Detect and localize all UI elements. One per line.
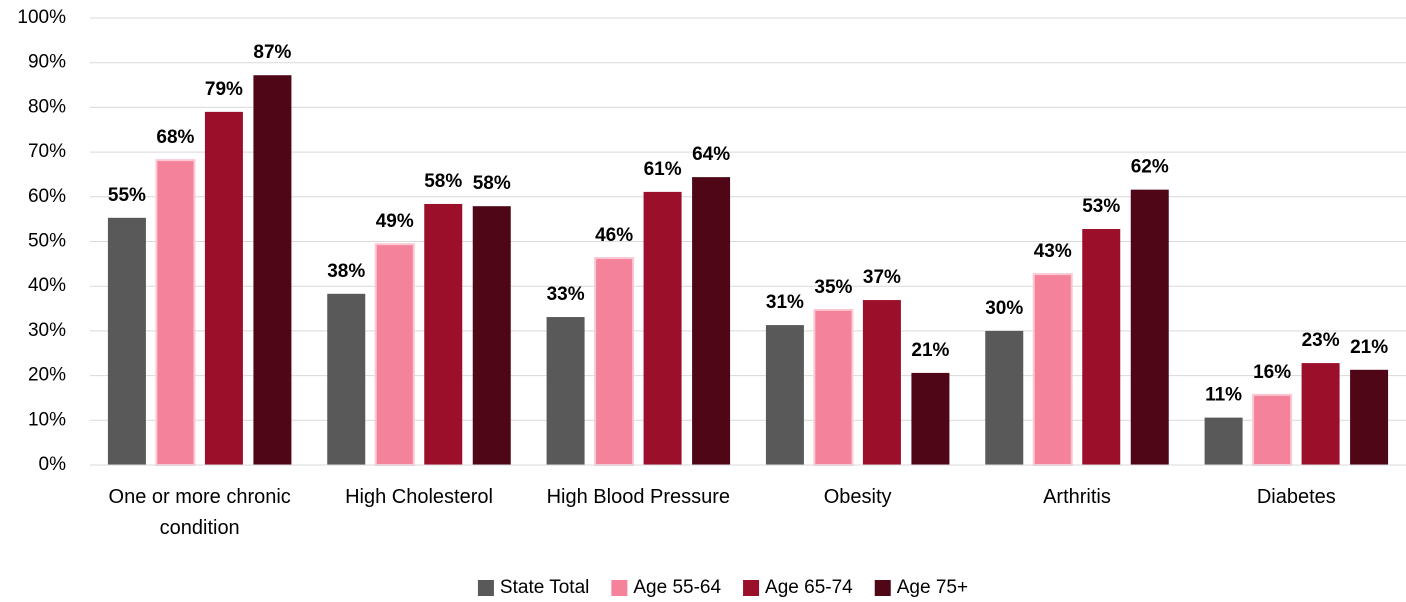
- y-tick-label: 30%: [28, 320, 66, 341]
- bar: [1350, 369, 1389, 465]
- x-tick-label: High Blood Pressure: [546, 486, 731, 508]
- y-tick-label: 60%: [28, 186, 66, 207]
- bar: [1130, 189, 1169, 465]
- bar: [253, 75, 292, 465]
- bar: [594, 257, 635, 466]
- data-label: 31%: [766, 292, 804, 313]
- bar: [862, 300, 901, 465]
- data-label: 43%: [1034, 241, 1072, 262]
- bar: [472, 206, 511, 465]
- y-tick-label: 80%: [28, 96, 66, 117]
- legend-label: Age 55-64: [633, 577, 721, 598]
- data-label: 35%: [814, 277, 852, 298]
- data-label: 58%: [424, 171, 462, 192]
- legend-label: State Total: [500, 577, 589, 598]
- data-label: 87%: [253, 42, 291, 63]
- bar: [1032, 273, 1073, 467]
- data-label: 16%: [1253, 362, 1291, 383]
- bar: [546, 317, 585, 465]
- data-label: 68%: [156, 127, 194, 148]
- legend-swatch: [611, 580, 628, 596]
- bar: [424, 203, 463, 465]
- y-tick-label: 20%: [28, 365, 66, 386]
- bar: [327, 293, 366, 465]
- y-tick-label: 40%: [28, 275, 66, 296]
- data-label: 30%: [985, 298, 1023, 319]
- bar: [204, 111, 243, 466]
- data-label: 62%: [1131, 157, 1169, 178]
- bar: [155, 159, 196, 466]
- data-label: 55%: [108, 185, 146, 206]
- data-label: 64%: [692, 144, 730, 165]
- bar: [692, 177, 731, 465]
- bar: [911, 372, 950, 465]
- data-label: 53%: [1082, 196, 1120, 217]
- y-tick-label: 0%: [39, 454, 67, 475]
- x-tick-label: Obesity: [823, 486, 892, 508]
- x-tick-label: Diabetes: [1256, 486, 1336, 508]
- data-label: 21%: [911, 340, 949, 361]
- legend-label: Age 75+: [897, 577, 968, 598]
- data-label: 61%: [644, 159, 682, 180]
- data-label: 37%: [863, 267, 901, 288]
- data-label: 33%: [547, 284, 585, 305]
- bar: [813, 308, 854, 466]
- data-label: 79%: [205, 79, 243, 100]
- data-label: 23%: [1302, 330, 1340, 351]
- bar: [643, 191, 682, 465]
- data-label: 58%: [473, 173, 511, 194]
- bar: [985, 330, 1024, 465]
- x-tick-label: One or more chronic condition: [108, 486, 291, 539]
- y-tick-label: 70%: [28, 141, 66, 162]
- bar: [374, 243, 415, 466]
- legend-label: Age 65-74: [765, 577, 853, 598]
- data-label: 21%: [1350, 337, 1388, 358]
- legend-swatch: [743, 580, 760, 596]
- legend-swatch: [477, 580, 494, 596]
- data-label: 49%: [376, 211, 414, 232]
- data-label: 46%: [595, 225, 633, 246]
- x-tick-label: Arthritis: [1043, 486, 1111, 508]
- bar: [1252, 393, 1293, 467]
- bar: [765, 325, 804, 465]
- y-tick-label: 50%: [28, 231, 66, 252]
- y-tick-label: 100%: [17, 7, 66, 28]
- legend-swatch: [874, 580, 891, 596]
- bar: [1301, 363, 1340, 465]
- bar: [1082, 228, 1121, 465]
- data-label: 38%: [327, 261, 365, 282]
- bar: [107, 217, 146, 465]
- y-tick-label: 90%: [28, 52, 66, 73]
- y-tick-label: 10%: [28, 409, 66, 430]
- data-label: 11%: [1205, 385, 1242, 406]
- bar: [1204, 417, 1243, 465]
- x-tick-label: High Cholesterol: [345, 486, 493, 508]
